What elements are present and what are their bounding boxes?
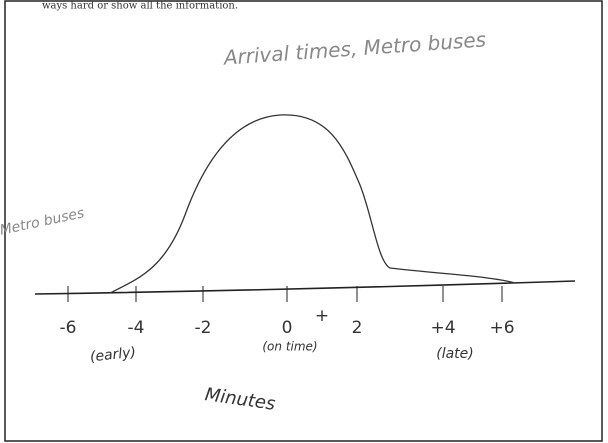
annotation: (late)	[436, 346, 474, 362]
annotation: (on time)	[262, 340, 317, 354]
marker: +	[315, 306, 329, 326]
annotation: (early)	[89, 345, 136, 366]
tick-label: -4	[128, 318, 145, 338]
cut-off-text: ways hard or show all the information.	[42, 1, 238, 12]
tick-label: -6	[60, 318, 77, 338]
distribution-curve	[109, 114, 516, 294]
ticks: -6 -4 -2 0 2 +4 +6	[60, 286, 515, 338]
tick-label: +6	[489, 318, 514, 338]
tick-label: +4	[430, 318, 455, 338]
tick-label: -2	[195, 318, 212, 338]
axis-line	[34, 280, 576, 295]
tick-label: 0	[282, 318, 293, 338]
frame	[4, 0, 603, 442]
tick-label: 2	[352, 318, 363, 338]
